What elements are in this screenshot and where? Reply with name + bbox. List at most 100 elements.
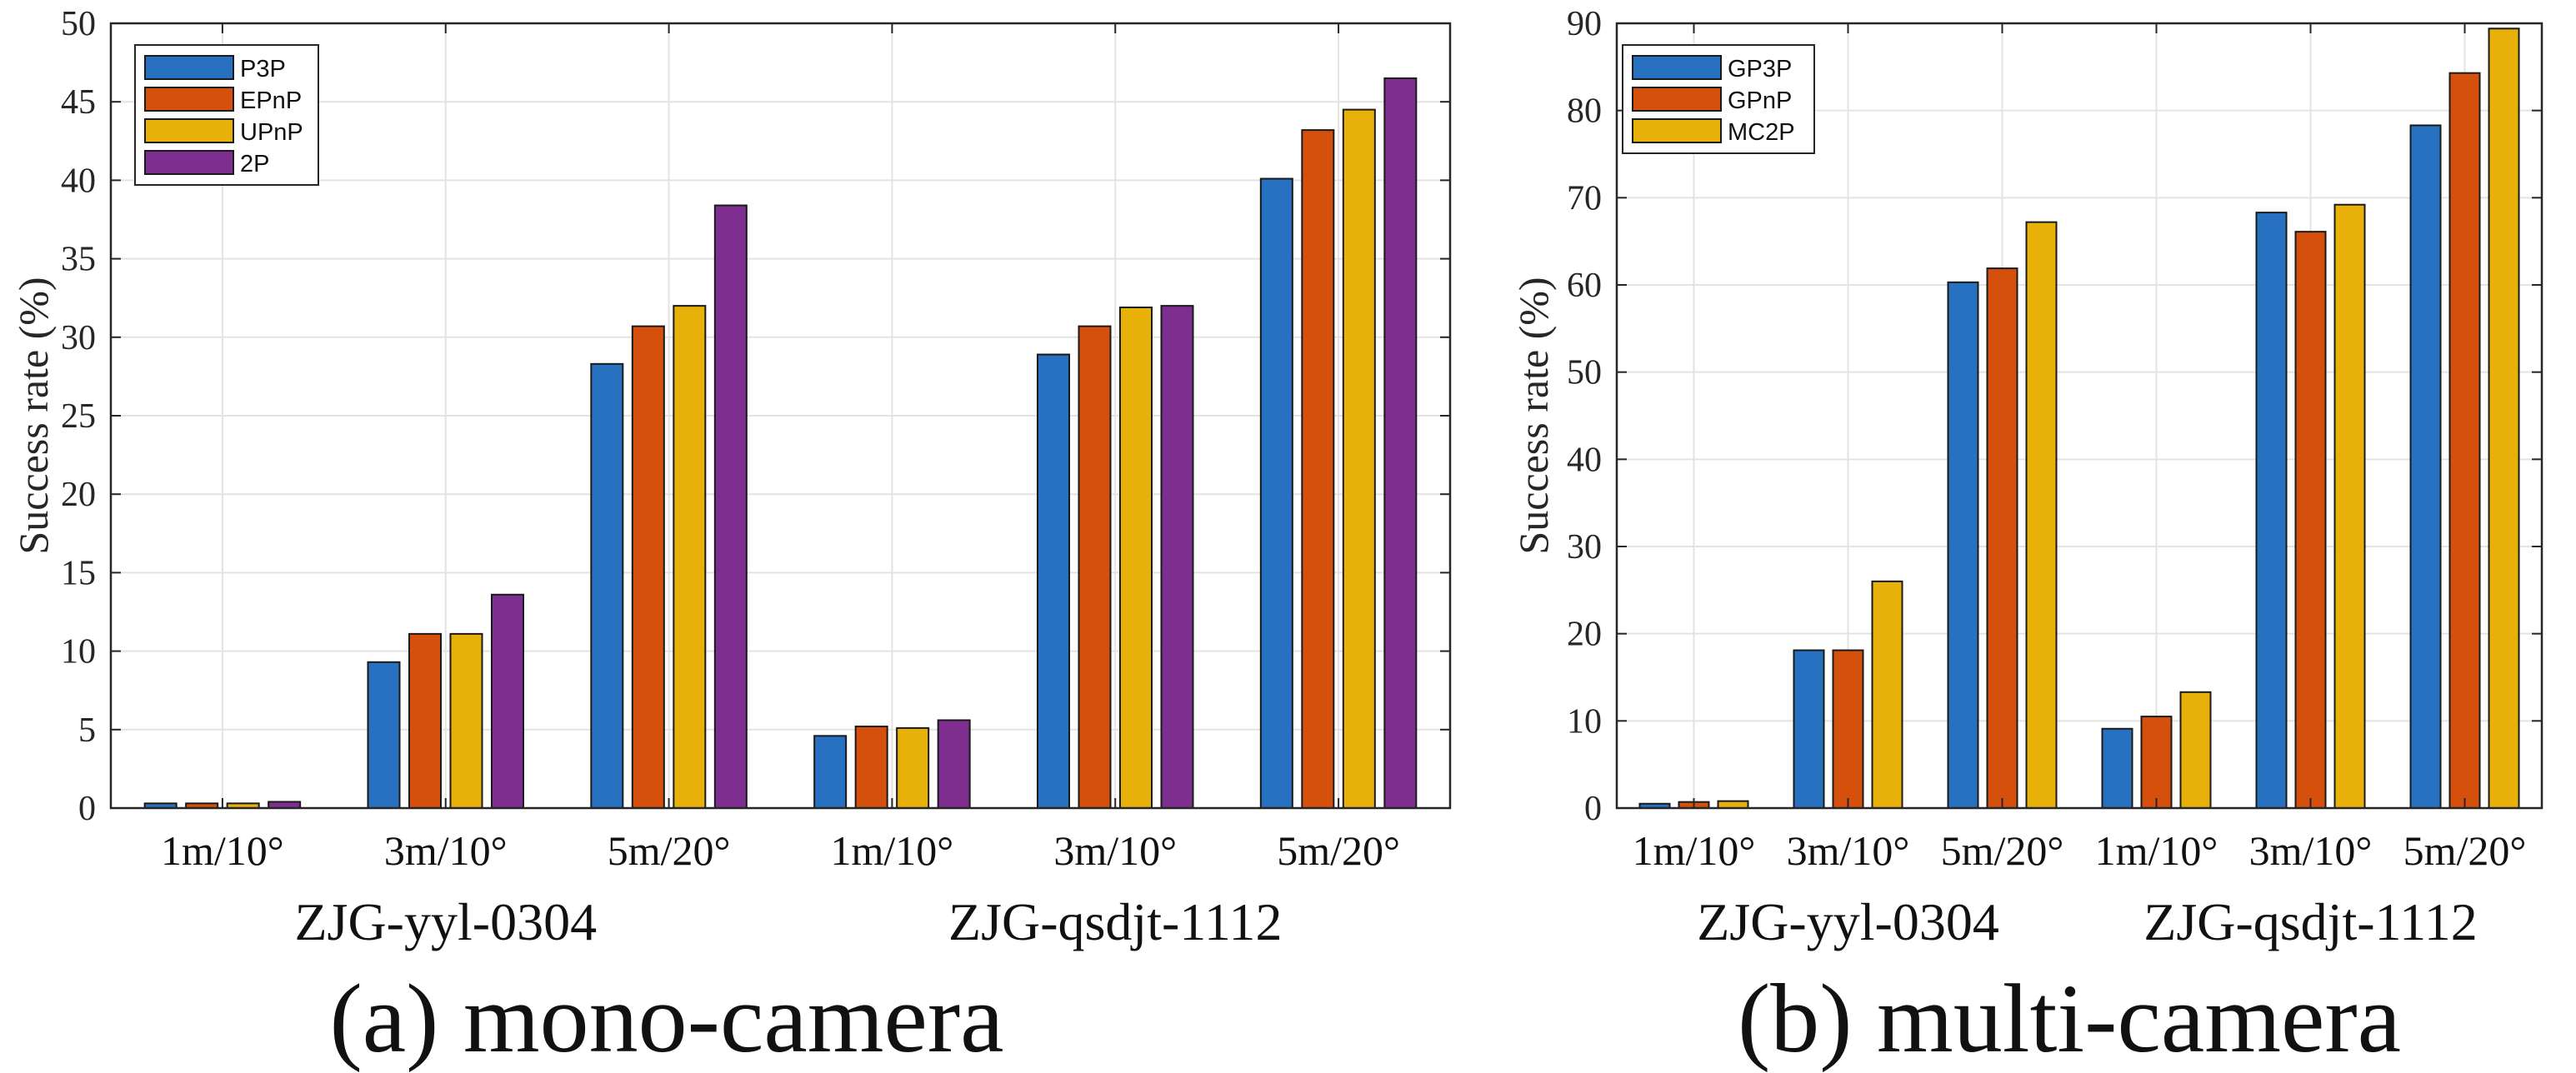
legend-entry: 2P (240, 151, 269, 177)
group-label: ZJG-yyl-0304 (294, 892, 597, 951)
y-tick-label: 0 (78, 790, 96, 828)
legend: P3P EPnP UPnP 2P (134, 44, 319, 186)
y-tick-label: 45 (61, 83, 96, 122)
legend-swatch (144, 55, 234, 80)
bar (854, 726, 888, 809)
legend-entry: P3P (240, 56, 286, 82)
legend-entry: MC2P (1728, 119, 1795, 146)
bar (896, 726, 930, 810)
legend-swatch (144, 87, 234, 112)
y-tick-label: 10 (61, 633, 96, 671)
bar (408, 632, 442, 809)
bar (631, 325, 665, 809)
x-tick-label: 1m/10° (1633, 827, 1756, 874)
y-axis-label: Success rate (%) (10, 277, 57, 554)
y-tick-label: 10 (1567, 702, 1602, 741)
bar (449, 632, 483, 809)
y-tick-label: 50 (61, 5, 96, 43)
legend-entry: UPnP (240, 119, 303, 146)
x-tick-label: 3m/10° (2249, 827, 2373, 874)
bar (937, 719, 971, 809)
bar (2025, 221, 2058, 809)
bar (1871, 580, 1903, 809)
legend-swatch (144, 150, 234, 175)
bar (2488, 27, 2520, 809)
bar (1119, 307, 1153, 809)
bar (2255, 212, 2288, 810)
figure-caption: (b) multi-camera (1738, 964, 2401, 1073)
group-label: ZJG-qsdjt-1112 (2143, 892, 2478, 951)
figure-caption: (a) mono-camera (329, 964, 1003, 1073)
x-tick-label: 3m/10° (1787, 827, 1910, 874)
y-tick-label: 20 (61, 476, 96, 514)
bar (2101, 727, 2133, 810)
y-tick-label: 5 (78, 711, 96, 750)
y-tick-label: 0 (1584, 790, 1602, 828)
y-tick-label: 25 (61, 397, 96, 436)
bar (1717, 800, 1749, 809)
bar (2179, 691, 2212, 809)
y-tick-label: 90 (1567, 5, 1602, 43)
legend-swatch (144, 118, 234, 143)
legend-swatch (1632, 55, 1722, 80)
bar (1342, 108, 1376, 809)
bar (367, 661, 401, 810)
y-tick-label: 40 (61, 162, 96, 200)
y-tick-label: 80 (1567, 92, 1602, 131)
x-tick-label: 5m/20° (608, 827, 731, 874)
bar (1793, 649, 1825, 810)
legend-swatch (1632, 118, 1722, 143)
y-tick-label: 35 (61, 241, 96, 279)
legend-entry: GPnP (1728, 87, 1792, 114)
bar (1383, 77, 1418, 809)
legend-entry: EPnP (240, 87, 302, 114)
bar (673, 305, 707, 809)
x-tick-label: 3m/10° (384, 827, 508, 874)
y-tick-label: 30 (1567, 528, 1602, 566)
bar (590, 362, 624, 809)
y-tick-label: 40 (1567, 441, 1602, 479)
group-label: ZJG-yyl-0304 (1697, 892, 1999, 951)
bar (1947, 281, 1979, 809)
bar (1301, 129, 1335, 809)
axes-box (1615, 22, 2543, 810)
x-tick-label: 1m/10° (2095, 827, 2218, 874)
bar (491, 593, 524, 809)
bar (1037, 353, 1070, 809)
bar (713, 204, 748, 809)
bar (2409, 124, 2442, 809)
x-tick-label: 1m/10° (831, 827, 954, 874)
series-GPnP (1678, 72, 2481, 810)
x-tick-label: 1m/10° (161, 827, 284, 874)
legend-entry: GP3P (1728, 56, 1792, 82)
series-EPnP (185, 129, 1335, 810)
y-tick-label: 60 (1567, 267, 1602, 305)
x-tick-label: 5m/20° (1941, 827, 2064, 874)
x-tick-label: 3m/10° (1053, 827, 1177, 874)
chart-multi-camera: 0 10 20 30 40 50 60 70 80 90 1m/10° 3m/10° 5m/20° 1m/… (1510, 5, 2543, 1073)
x-tick-label: 5m/20° (1277, 827, 1400, 874)
bar (1160, 305, 1194, 809)
bar (813, 735, 848, 809)
y-axis-label: Success rate (%) (1510, 277, 1557, 554)
bar (1986, 267, 2018, 809)
series-2P (268, 77, 1418, 809)
bar (2333, 203, 2366, 809)
bar (2448, 72, 2481, 810)
bar (1078, 325, 1112, 809)
y-tick-label: 15 (61, 554, 96, 592)
y-tick-label: 50 (1567, 354, 1602, 392)
legend-swatch (1632, 87, 1722, 112)
y-tick-label: 20 (1567, 616, 1602, 654)
legend: GP3P GPnP MC2P (1622, 44, 1815, 154)
bar (2294, 231, 2327, 809)
bar (2140, 716, 2173, 809)
x-tick-label: 5m/20° (2403, 827, 2527, 874)
group-label: ZJG-qsdjt-1112 (948, 892, 1283, 951)
bar (1832, 649, 1864, 810)
y-tick-label: 70 (1567, 179, 1602, 217)
series-UPnP (226, 108, 1376, 810)
y-tick-label: 30 (61, 319, 96, 357)
chart-mono-camera: 0 5 10 15 20 25 30 35 40 45 50 1m/10° 3m/10° 5m/20° 1m… (10, 5, 1452, 1073)
